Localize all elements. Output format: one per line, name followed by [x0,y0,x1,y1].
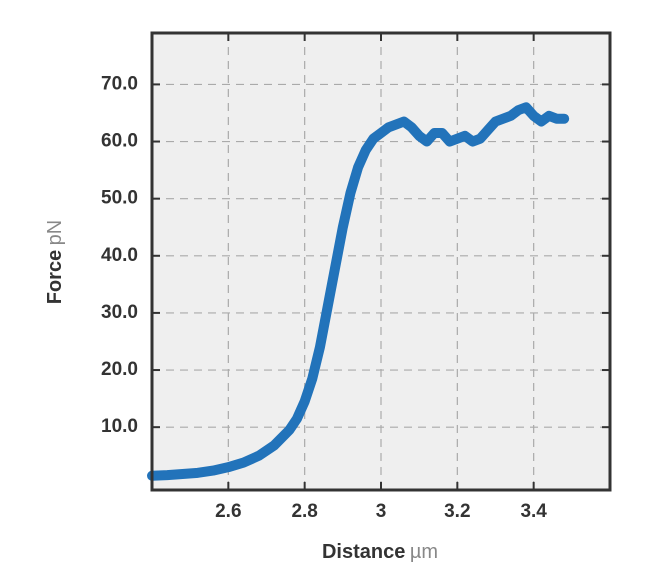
plot-layer [147,33,610,490]
x-tick-label: 3 [376,501,387,522]
x-tick-label: 2.8 [291,501,317,522]
y-axis-unit: pN [44,220,66,246]
y-axis-label: Force [44,250,66,304]
y-tick-label: 70.0 [101,73,138,94]
x-axis-unit: µm [410,541,438,563]
y-tick-label: 20.0 [101,359,138,380]
x-tick-label: 3.4 [520,501,547,522]
data-line [147,102,570,481]
x-axis-title: Distance µm [322,541,438,563]
y-tick-label: 60.0 [101,131,138,152]
y-tick-label: 10.0 [101,416,138,437]
x-tick-label: 3.2 [444,501,470,522]
y-tick-label: 50.0 [101,188,138,209]
x-axis-label: Distance [322,541,405,563]
y-tick-label: 40.0 [101,245,138,266]
x-tick-label: 2.6 [215,501,241,522]
y-axis-title: Force pN [44,220,66,305]
y-tick-label: 30.0 [101,302,138,323]
